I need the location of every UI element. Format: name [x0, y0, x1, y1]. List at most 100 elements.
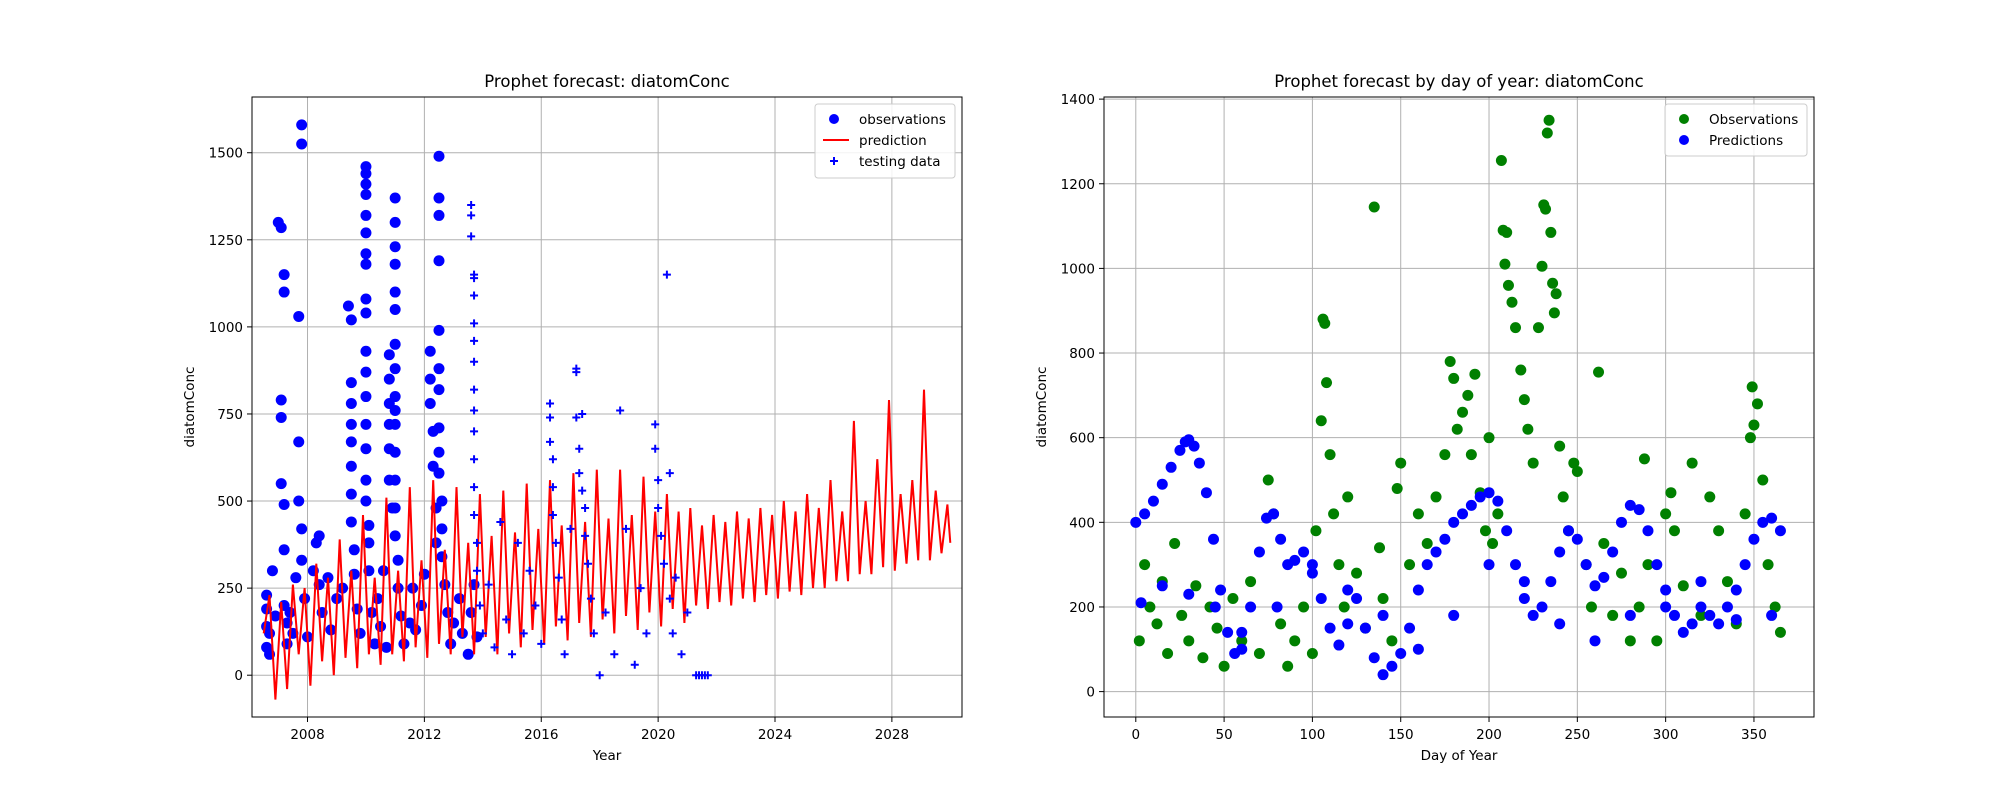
data-point — [1540, 203, 1552, 215]
data-point — [1448, 372, 1460, 384]
data-point — [478, 629, 487, 638]
data-point — [1222, 626, 1234, 638]
data-point — [433, 384, 445, 396]
data-point — [1774, 525, 1786, 537]
data-point — [1310, 525, 1322, 537]
data-point — [296, 554, 308, 566]
data-point — [1253, 546, 1265, 558]
x-tick-label: 50 — [1216, 727, 1233, 743]
data-point — [360, 307, 372, 319]
data-point — [683, 608, 692, 617]
data-point — [1333, 559, 1345, 571]
data-point — [293, 495, 305, 507]
data-point — [1236, 643, 1248, 655]
data-point — [1315, 415, 1327, 427]
data-point — [1506, 296, 1518, 308]
data-point — [462, 648, 474, 660]
x-tick-label: 0 — [1131, 727, 1140, 743]
data-point — [264, 627, 276, 639]
data-point — [1430, 546, 1442, 558]
data-point — [1633, 504, 1645, 516]
data-point — [436, 523, 448, 535]
data-point — [1183, 588, 1195, 600]
data-point — [1174, 444, 1186, 456]
data-point — [1315, 593, 1327, 605]
data-point — [470, 336, 479, 345]
data-point — [389, 474, 401, 486]
data-point — [360, 443, 372, 455]
data-point — [345, 418, 357, 430]
data-point — [467, 232, 476, 241]
data-point — [1474, 491, 1486, 503]
data-point — [472, 538, 481, 547]
x-tick-label: 250 — [1564, 727, 1590, 743]
x-tick-label: 350 — [1741, 727, 1767, 743]
data-point — [433, 209, 445, 221]
data-point — [1651, 559, 1663, 571]
chart-title: Prophet forecast by day of year: diatomC… — [1274, 72, 1643, 91]
data-point — [360, 345, 372, 357]
data-point — [1359, 622, 1371, 634]
data-point — [1518, 394, 1530, 406]
data-point — [360, 418, 372, 430]
data-point — [1651, 635, 1663, 647]
data-point — [290, 572, 302, 584]
data-point — [1624, 609, 1636, 621]
data-point — [433, 150, 445, 162]
data-point — [1193, 457, 1205, 469]
data-point — [621, 524, 630, 533]
data-point — [1607, 609, 1619, 621]
data-point — [1522, 423, 1534, 435]
data-point — [470, 319, 479, 328]
data-point — [293, 310, 305, 322]
data-point — [1209, 601, 1221, 613]
data-point — [584, 559, 593, 568]
data-point — [1448, 516, 1460, 528]
data-point — [1133, 635, 1145, 647]
data-point — [1395, 648, 1407, 660]
legend-circle-marker — [1679, 114, 1689, 124]
data-point — [1328, 508, 1340, 520]
chart-title: Prophet forecast: diatomConc — [484, 72, 729, 91]
data-point — [1271, 601, 1283, 613]
legend: observations prediction testing data — [814, 103, 956, 179]
data-point — [470, 406, 479, 415]
data-point — [363, 519, 375, 531]
data-point — [1642, 559, 1654, 571]
data-point — [1227, 593, 1239, 605]
axes-frame — [1103, 96, 1815, 718]
data-point — [1306, 567, 1318, 579]
data-point — [1268, 508, 1280, 520]
y-axis-label: diatomConc — [182, 367, 198, 448]
data-point — [1766, 512, 1778, 524]
data-point — [475, 601, 484, 610]
data-point — [1668, 609, 1680, 621]
data-point — [636, 584, 645, 593]
data-point — [467, 211, 476, 220]
data-point — [1412, 584, 1424, 596]
y-tick-label: 1500 — [209, 146, 243, 162]
data-point — [601, 608, 610, 617]
data-point — [1769, 601, 1781, 613]
chart-prophet-forecast-by-day: 0 50 100 150 200 250 300 350 0 200 400 600 800 1000 12… — [1034, 72, 1815, 764]
data-point — [1324, 449, 1336, 461]
data-point — [1377, 669, 1389, 681]
plot-area — [1130, 114, 1786, 681]
data-point — [1165, 461, 1177, 473]
data-point — [1465, 499, 1477, 511]
data-point — [1338, 601, 1350, 613]
data-point — [1190, 580, 1202, 592]
data-point — [557, 615, 566, 624]
data-point — [1527, 457, 1539, 469]
data-point — [595, 671, 604, 680]
data-point — [1554, 440, 1566, 452]
data-point — [275, 411, 287, 423]
data-point — [1147, 495, 1159, 507]
data-point — [546, 399, 555, 408]
data-point — [433, 324, 445, 336]
data-point — [433, 363, 445, 375]
data-point — [610, 650, 619, 659]
data-point — [392, 582, 404, 594]
data-point — [616, 406, 625, 415]
data-point — [1245, 601, 1257, 613]
